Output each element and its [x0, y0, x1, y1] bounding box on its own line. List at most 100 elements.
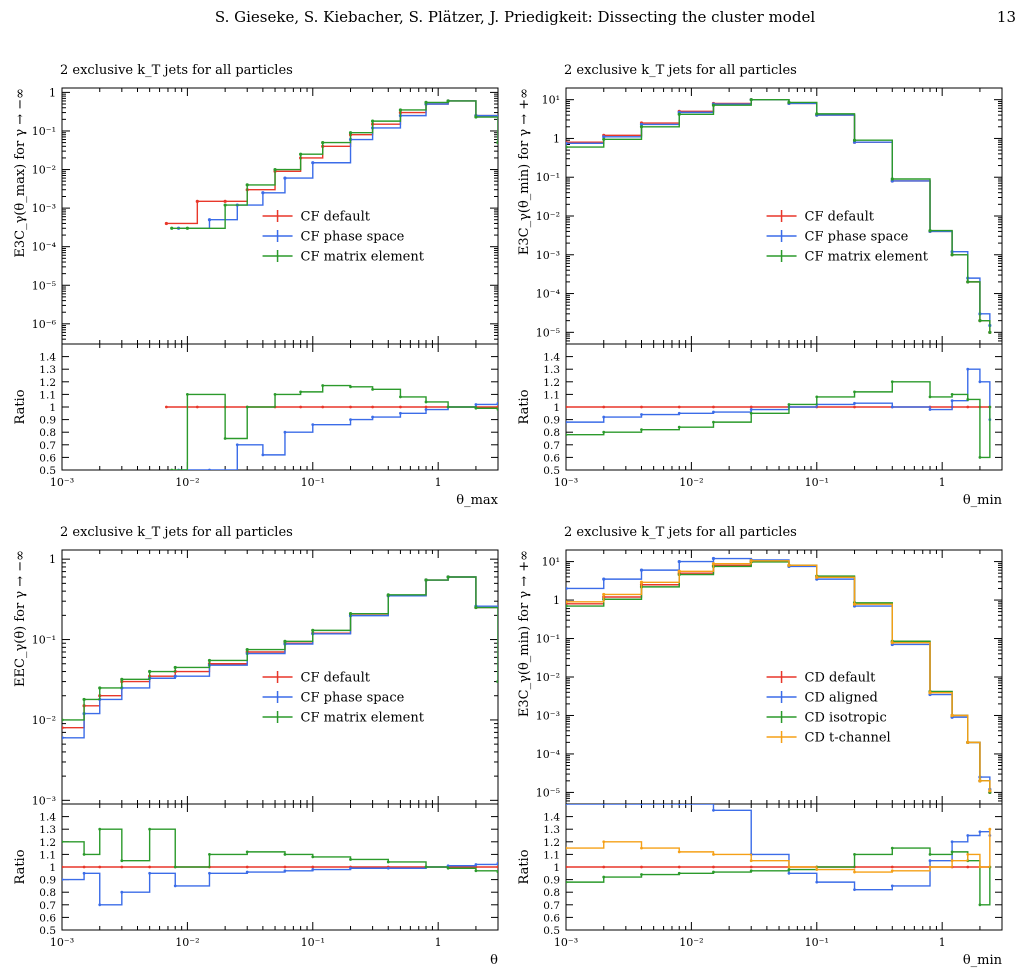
- ratio-point: [950, 399, 954, 403]
- series-line-1: [566, 557, 991, 790]
- ratio-point: [299, 390, 303, 394]
- ratio-tick-label: 0.8: [543, 427, 560, 439]
- legend-label: CF phase space: [805, 230, 909, 245]
- ratio-tick-label: 1.1: [543, 389, 560, 401]
- ratio-point: [890, 865, 894, 869]
- ratio-point: [602, 415, 606, 419]
- y-tick-label: 10⁻³: [536, 249, 560, 262]
- ratio-point: [62, 840, 64, 844]
- ratio-point: [148, 865, 152, 869]
- data-point: [711, 103, 716, 107]
- y-axis-label: EEC_γ(θ) for γ → −∞: [13, 550, 28, 687]
- ratio-tick-label: 1.3: [543, 364, 560, 376]
- ratio-point: [424, 400, 428, 404]
- y-tick-label: 10⁻⁴: [536, 748, 561, 761]
- chart-panel-4: 2 exclusive k_T jets for all particles10…: [517, 525, 1003, 968]
- ratio-tick-label: 1.4: [543, 812, 560, 824]
- ratio-point: [82, 853, 86, 856]
- y-tick-label: 10⁻²: [32, 714, 56, 727]
- x-tick-label: 1: [435, 936, 442, 949]
- data-point: [496, 140, 498, 145]
- data-point: [283, 639, 287, 643]
- ratio-point: [496, 865, 498, 869]
- y-tick-label: 10⁻⁴: [32, 241, 57, 254]
- chart-subtitle: 2 exclusive k_T jets for all particles: [60, 525, 293, 540]
- ratio-point: [62, 878, 64, 881]
- x-tick-label: 10⁻³: [50, 476, 74, 489]
- legend-label: CF matrix element: [301, 711, 425, 726]
- data-point: [170, 226, 174, 230]
- ratio-point: [185, 393, 189, 396]
- ratio-tick-label: 1.2: [39, 837, 56, 849]
- ratio-point: [283, 869, 287, 873]
- data-point: [815, 575, 819, 579]
- ratio-point: [853, 870, 856, 874]
- data-point: [245, 647, 249, 652]
- y-tick-label: 10⁻²: [32, 164, 56, 177]
- ratio-point: [311, 865, 315, 869]
- ratio-point: [98, 865, 102, 869]
- legend-label: CD aligned: [805, 691, 878, 706]
- ratio-tick-label: 0.9: [39, 415, 56, 427]
- ratio-point: [399, 411, 402, 415]
- ratio-point: [311, 868, 315, 871]
- ratio-point: [208, 468, 211, 470]
- ratio-point: [677, 405, 681, 409]
- data-point: [639, 125, 644, 129]
- ratio-line-3: [566, 829, 991, 873]
- data-point: [173, 665, 177, 670]
- ratio-point: [966, 834, 970, 837]
- page-header-title: S. Gieseke, S. Kiebacher, S. Plätzer, J.…: [214, 8, 816, 26]
- ratio-point: [677, 411, 681, 415]
- ratio-point: [815, 395, 819, 399]
- ratio-line-1: [178, 403, 498, 470]
- data-point: [207, 658, 212, 663]
- ratio-tick-label: 1.1: [543, 849, 560, 861]
- data-point: [852, 138, 857, 142]
- data-point: [62, 726, 64, 730]
- data-point: [890, 177, 894, 181]
- ratio-tick-label: 1: [553, 862, 560, 874]
- data-point: [815, 112, 819, 116]
- ratio-point: [712, 410, 715, 414]
- data-point: [978, 779, 982, 783]
- ratio-point: [245, 870, 249, 874]
- ratio-point: [602, 840, 606, 844]
- ratio-point: [424, 405, 428, 409]
- ratio-point: [120, 859, 124, 863]
- ratio-point: [283, 865, 287, 869]
- legend-label: CF matrix element: [301, 250, 425, 265]
- x-tick-label: 10⁻³: [554, 476, 578, 489]
- ratio-tick-label: 0.7: [543, 440, 560, 452]
- main-series-group: [566, 98, 992, 334]
- ratio-point: [950, 840, 954, 844]
- y-tick-label: 10⁻⁶: [32, 318, 57, 331]
- ratio-tick-label: 1.2: [543, 377, 560, 389]
- ratio-point: [82, 865, 86, 869]
- ratio-point: [349, 858, 352, 861]
- y-tick-label: 10⁻¹: [536, 633, 560, 646]
- chart-subtitle: 2 exclusive k_T jets for all particles: [564, 63, 797, 78]
- y-tick-label: 10⁻³: [32, 794, 56, 807]
- ratio-point: [386, 866, 390, 870]
- ratio-tick-label: 0.7: [39, 900, 56, 912]
- ratio-point: [424, 408, 428, 411]
- data-point: [371, 119, 375, 123]
- ratio-tick-label: 0.8: [39, 427, 56, 439]
- x-tick-label: 10⁻²: [679, 476, 703, 489]
- ratio-point: [261, 453, 265, 457]
- x-tick-label: 10⁻¹: [805, 476, 829, 489]
- data-point: [639, 122, 644, 127]
- ratio-point: [82, 871, 86, 875]
- y-tick-label: 1: [553, 594, 560, 607]
- ratio-point: [245, 850, 249, 854]
- ratio-tick-label: 0.9: [543, 415, 560, 427]
- legend-label: CF default: [301, 210, 371, 225]
- ratio-point: [283, 430, 287, 434]
- ratio-point: [677, 871, 681, 875]
- ratio-point: [815, 868, 819, 871]
- y-axis-label: E3C_γ(θ_max) for γ → −∞: [13, 88, 28, 258]
- ratio-point: [311, 855, 315, 859]
- ratio-point: [299, 405, 303, 409]
- x-tick-label: 10⁻¹: [301, 476, 325, 489]
